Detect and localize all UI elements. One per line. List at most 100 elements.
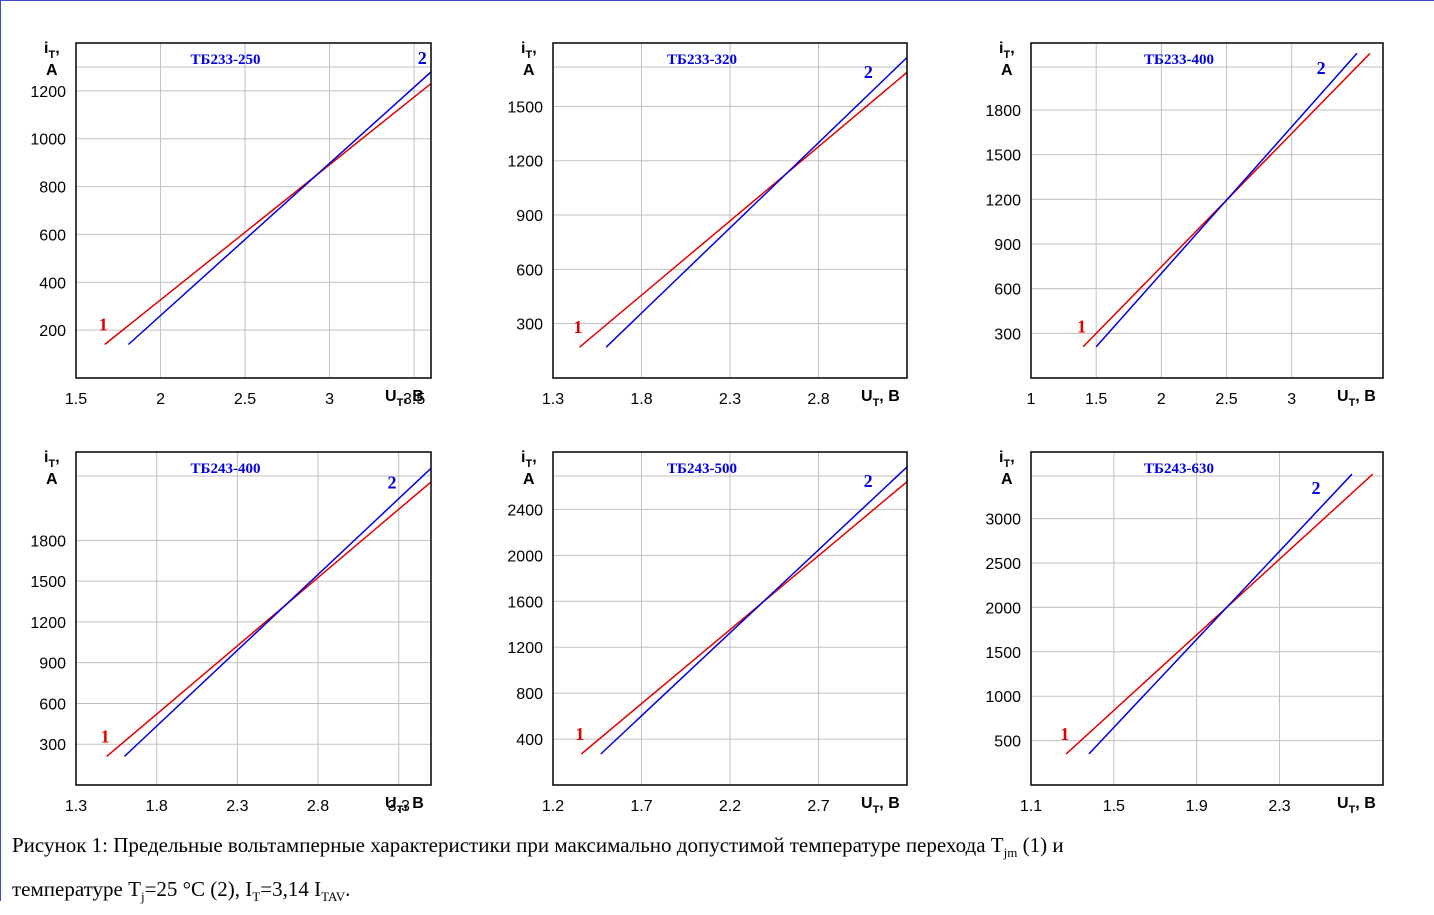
plot-frame [1030, 451, 1384, 786]
x-tick-label: 1.8 [146, 798, 168, 815]
y-tick-label: 1200 [30, 615, 66, 632]
chart-panel-2: 1.3 1.8 2.3 2.8 300 600 900 1200 1500 1 2 ТБ233-320… [507, 40, 908, 409]
y-axis-label: iT, [999, 40, 1015, 61]
x-axis-label-sub: T [873, 397, 880, 409]
y-tick-label: 1800 [30, 533, 66, 550]
y-tick-label: 1600 [507, 594, 543, 611]
series-label-2: 2 [1312, 478, 1321, 498]
chart-title: ТБ233-250 [191, 52, 261, 68]
x-tick-label: 3 [1287, 391, 1296, 408]
plot-frame [552, 42, 908, 379]
figure-caption: Рисунок 1: Предельные вольтамперные хара… [12, 827, 1422, 915]
x-axis-label-main: U [861, 795, 873, 812]
series-label-1: 1 [101, 726, 110, 746]
y-tick-label: 1200 [507, 640, 543, 657]
y-tick-label: 900 [994, 237, 1021, 254]
y-axis-label-sub: T [48, 49, 55, 61]
series-line-2 [127, 70, 431, 346]
x-tick-label: 1.5 [1103, 798, 1125, 815]
y-axis-label-comma: , [532, 449, 536, 466]
x-axis-label-sub: T [397, 804, 404, 816]
y-tick-label: 300 [994, 326, 1021, 343]
series-label-1: 1 [99, 315, 108, 335]
x-axis-label-unit: , B [879, 388, 899, 405]
y-tick-label: 2400 [507, 502, 543, 519]
x-axis-label-main: U [861, 388, 873, 405]
x-axis-label: UT, B [385, 388, 424, 409]
y-tick-label: 1000 [30, 132, 66, 149]
plot-frame [75, 42, 432, 379]
chart-panel-6: 1.1 1.5 1.9 2.3 500 1000 1500 2000 2500 3000 1 2 ТБ2… [985, 449, 1384, 816]
y-axis-label: iT, [44, 40, 60, 61]
caption-text-2b: =25 °C (2), I [144, 877, 253, 902]
x-tick-label: 2.7 [807, 798, 829, 815]
y-axis-label-main: i [999, 40, 1003, 57]
y-tick-label: 2000 [985, 600, 1021, 617]
x-tick-label: 2.3 [1268, 798, 1290, 815]
caption-text-1: Рисунок 1: Предельные вольтамперные хара… [12, 833, 1004, 857]
x-tick-label: 2.8 [307, 798, 329, 815]
x-tick-label: 1.2 [542, 798, 564, 815]
y-axis-unit: A [46, 471, 58, 488]
series-label-2: 2 [418, 48, 427, 68]
y-axis-label: iT, [999, 449, 1015, 470]
chart-title: ТБ233-400 [1144, 52, 1214, 68]
y-axis-label: iT, [521, 449, 537, 470]
y-tick-label: 1200 [507, 154, 543, 171]
x-axis-label-main: U [1337, 795, 1349, 812]
plot-frame [1030, 42, 1384, 379]
x-tick-label: 1.8 [630, 391, 652, 408]
x-tick-label: 1.1 [1020, 798, 1042, 815]
x-tick-label: 1.7 [630, 798, 652, 815]
y-tick-label: 1200 [985, 192, 1021, 209]
y-axis-label-main: i [521, 40, 525, 57]
y-axis-unit: A [1001, 471, 1013, 488]
y-axis-label-comma: , [1010, 449, 1014, 466]
y-axis-label: iT, [44, 449, 60, 470]
y-axis-unit: A [523, 62, 535, 79]
series-line-2 [1095, 52, 1358, 348]
series-label-2: 2 [388, 472, 397, 492]
x-tick-label: 3.3 [388, 798, 410, 815]
y-axis-label-main: i [999, 449, 1003, 466]
series-line-1 [579, 71, 907, 348]
x-tick-label: 2.8 [807, 391, 829, 408]
x-tick-label: 2.2 [719, 798, 741, 815]
x-axis-label-unit: , B [1355, 795, 1375, 812]
chart-title: ТБ243-630 [1144, 461, 1214, 477]
y-axis-label-comma: , [1010, 40, 1014, 57]
y-tick-label: 200 [39, 323, 66, 340]
y-tick-label: 600 [39, 227, 66, 244]
y-tick-label: 300 [516, 317, 543, 334]
x-axis-label-unit: , B [879, 795, 899, 812]
y-axis-unit: A [46, 62, 58, 79]
y-tick-label: 600 [39, 696, 66, 713]
x-axis-label-main: U [385, 388, 397, 405]
x-tick-label: 2 [156, 391, 165, 408]
series-label-2: 2 [1317, 58, 1326, 78]
series-label-2: 2 [864, 471, 873, 491]
y-tick-label: 1200 [30, 84, 66, 101]
y-tick-label: 1500 [507, 99, 543, 116]
caption-sub-t: T [252, 889, 261, 905]
series-label-2: 2 [864, 62, 873, 82]
caption-sub-j: j [140, 889, 145, 905]
y-tick-label: 800 [516, 686, 543, 703]
x-axis-label: UT, B [385, 795, 424, 816]
caption-line-2: температуре Tj=25 °C (2), IT=3,14 ITAV. [12, 871, 1422, 915]
y-tick-label: 400 [39, 275, 66, 292]
y-tick-label: 1000 [985, 689, 1021, 706]
x-axis-label-unit: , B [403, 388, 423, 405]
x-tick-label: 1.5 [65, 391, 87, 408]
y-tick-label: 600 [994, 282, 1021, 299]
y-axis-label-main: i [44, 40, 48, 57]
y-axis-label-sub: T [1003, 49, 1010, 61]
y-tick-label: 600 [516, 262, 543, 279]
plot-frame [552, 451, 908, 786]
series-line-2 [1088, 473, 1353, 755]
y-tick-label: 2500 [985, 556, 1021, 573]
chart-panel-5: 1.2 1.7 2.2 2.7 400 800 1200 1600 2000 2400 1 2 ТБ24… [507, 449, 908, 816]
x-tick-label: 1 [1027, 391, 1036, 408]
y-tick-label: 400 [516, 732, 543, 749]
